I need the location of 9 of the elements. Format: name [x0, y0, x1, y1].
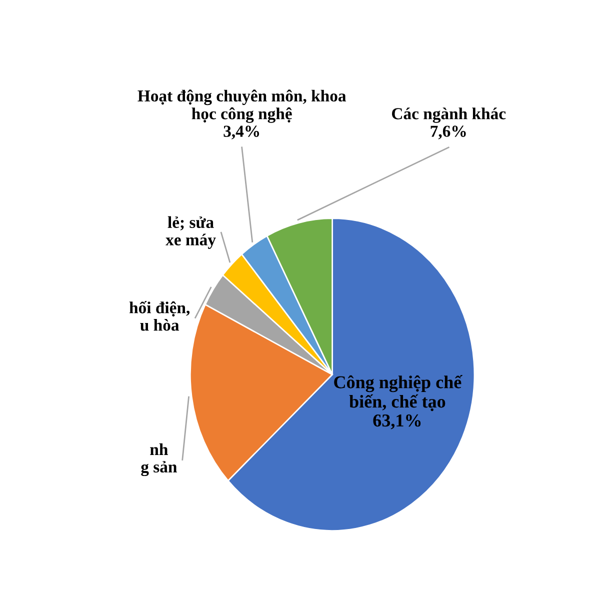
data-label: 7,6%	[430, 126, 466, 140]
slice-label: Công nghiệp chế biến, chế tạo	[334, 375, 463, 412]
data-label: 63,1%	[373, 414, 421, 430]
slice-label: lẻ; sửa xe máy	[166, 216, 216, 249]
slice-label: hối điện, u hòa	[129, 301, 190, 331]
slice-label: Các ngành khác	[392, 108, 506, 123]
slice-label: nh g sản	[141, 443, 177, 476]
slice-label: Hoạt động chuyên môn, khoa học công nghệ	[138, 90, 346, 123]
data-label: 3,4%	[224, 126, 260, 140]
